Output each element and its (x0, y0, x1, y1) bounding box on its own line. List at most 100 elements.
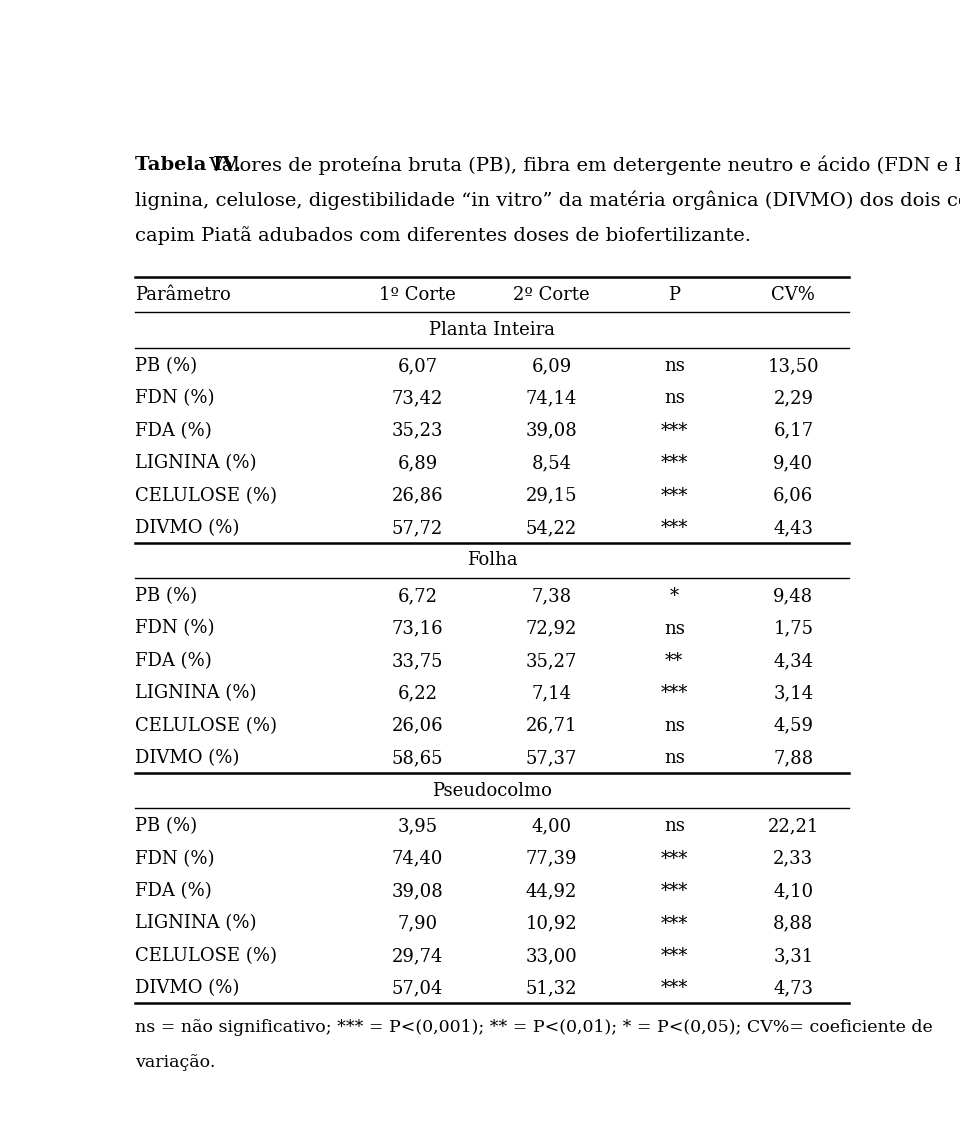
Text: 2º Corte: 2º Corte (514, 286, 589, 304)
Text: ns: ns (664, 817, 684, 835)
Text: LIGNINA (%): LIGNINA (%) (134, 454, 256, 472)
Text: FDA (%): FDA (%) (134, 652, 211, 670)
Text: 29,15: 29,15 (526, 487, 577, 504)
Text: 10,92: 10,92 (526, 915, 577, 932)
Text: 22,21: 22,21 (768, 817, 819, 835)
Text: 6,09: 6,09 (532, 357, 571, 374)
Text: 72,92: 72,92 (526, 619, 577, 637)
Text: 9,40: 9,40 (773, 454, 813, 472)
Text: 1,75: 1,75 (774, 619, 813, 637)
Text: PB (%): PB (%) (134, 817, 197, 835)
Text: 8,54: 8,54 (532, 454, 571, 472)
Text: 29,74: 29,74 (392, 947, 444, 965)
Text: 74,40: 74,40 (392, 850, 444, 868)
Text: ***: *** (660, 519, 688, 537)
Text: 6,17: 6,17 (773, 422, 813, 439)
Text: 73,16: 73,16 (392, 619, 444, 637)
Text: ***: *** (660, 487, 688, 504)
Text: ns: ns (664, 357, 684, 374)
Text: 6,07: 6,07 (397, 357, 438, 374)
Text: 4,59: 4,59 (774, 717, 813, 735)
Text: 73,42: 73,42 (392, 389, 444, 407)
Text: 57,72: 57,72 (392, 519, 444, 537)
Text: Valores de proteína bruta (PB), fibra em detergente neutro e ácido (FDN e FDA),: Valores de proteína bruta (PB), fibra em… (204, 156, 960, 175)
Text: 2,33: 2,33 (773, 850, 813, 868)
Text: ns: ns (664, 717, 684, 735)
Text: 3,14: 3,14 (773, 684, 813, 702)
Text: ***: *** (660, 882, 688, 900)
Text: 4,34: 4,34 (774, 652, 813, 670)
Text: 33,00: 33,00 (526, 947, 577, 965)
Text: 51,32: 51,32 (526, 980, 577, 997)
Text: ***: *** (660, 850, 688, 868)
Text: 6,89: 6,89 (397, 454, 438, 472)
Text: Folha: Folha (467, 552, 517, 569)
Text: 13,50: 13,50 (767, 357, 819, 374)
Text: FDA (%): FDA (%) (134, 882, 211, 900)
Text: 8,88: 8,88 (773, 915, 813, 932)
Text: ns: ns (664, 619, 684, 637)
Text: FDN (%): FDN (%) (134, 389, 214, 407)
Text: 3,95: 3,95 (397, 817, 438, 835)
Text: Parâmetro: Parâmetro (134, 286, 230, 304)
Text: 57,37: 57,37 (526, 749, 577, 767)
Text: 58,65: 58,65 (392, 749, 444, 767)
Text: DIVMO (%): DIVMO (%) (134, 519, 239, 537)
Text: ***: *** (660, 422, 688, 439)
Text: 9,48: 9,48 (773, 587, 813, 605)
Text: *: * (670, 587, 679, 605)
Text: 7,14: 7,14 (532, 684, 571, 702)
Text: variação.: variação. (134, 1054, 215, 1071)
Text: ***: *** (660, 980, 688, 997)
Text: ***: *** (660, 947, 688, 965)
Text: PB (%): PB (%) (134, 357, 197, 374)
Text: Planta Inteira: Planta Inteira (429, 321, 555, 339)
Text: 3,31: 3,31 (773, 947, 813, 965)
Text: 6,72: 6,72 (397, 587, 438, 605)
Text: DIVMO (%): DIVMO (%) (134, 980, 239, 997)
Text: 4,00: 4,00 (532, 817, 571, 835)
Text: **: ** (665, 652, 684, 670)
Text: 54,22: 54,22 (526, 519, 577, 537)
Text: CELULOSE (%): CELULOSE (%) (134, 717, 276, 735)
Text: ***: *** (660, 684, 688, 702)
Text: 2,29: 2,29 (774, 389, 813, 407)
Text: 35,23: 35,23 (392, 422, 444, 439)
Text: FDA (%): FDA (%) (134, 422, 211, 439)
Text: Pseudocolmo: Pseudocolmo (432, 782, 552, 800)
Text: PB (%): PB (%) (134, 587, 197, 605)
Text: 26,86: 26,86 (392, 487, 444, 504)
Text: DIVMO (%): DIVMO (%) (134, 749, 239, 767)
Text: ns: ns (664, 749, 684, 767)
Text: 26,71: 26,71 (526, 717, 577, 735)
Text: FDN (%): FDN (%) (134, 619, 214, 637)
Text: ns: ns (664, 389, 684, 407)
Text: 57,04: 57,04 (392, 980, 444, 997)
Text: 77,39: 77,39 (526, 850, 577, 868)
Text: 33,75: 33,75 (392, 652, 444, 670)
Text: CV%: CV% (772, 286, 815, 304)
Text: CELULOSE (%): CELULOSE (%) (134, 487, 276, 504)
Text: 4,43: 4,43 (774, 519, 813, 537)
Text: 26,06: 26,06 (392, 717, 444, 735)
Text: lignina, celulose, digestibilidade “in vitro” da matéria orgânica (DIVMO) dos do: lignina, celulose, digestibilidade “in v… (134, 191, 960, 211)
Text: capim Piatã adubados com diferentes doses de biofertilizante.: capim Piatã adubados com diferentes dose… (134, 226, 751, 245)
Text: 4,73: 4,73 (774, 980, 813, 997)
Text: 35,27: 35,27 (526, 652, 577, 670)
Text: LIGNINA (%): LIGNINA (%) (134, 915, 256, 932)
Text: 6,06: 6,06 (773, 487, 813, 504)
Text: LIGNINA (%): LIGNINA (%) (134, 684, 256, 702)
Text: ***: *** (660, 915, 688, 932)
Text: 7,90: 7,90 (397, 915, 438, 932)
Text: 74,14: 74,14 (526, 389, 577, 407)
Text: FDN (%): FDN (%) (134, 850, 214, 868)
Text: 6,22: 6,22 (397, 684, 438, 702)
Text: 39,08: 39,08 (392, 882, 444, 900)
Text: P: P (668, 286, 681, 304)
Text: 44,92: 44,92 (526, 882, 577, 900)
Text: 7,88: 7,88 (773, 749, 813, 767)
Text: 39,08: 39,08 (526, 422, 577, 439)
Text: 1º Corte: 1º Corte (379, 286, 456, 304)
Text: ***: *** (660, 454, 688, 472)
Text: 4,10: 4,10 (773, 882, 813, 900)
